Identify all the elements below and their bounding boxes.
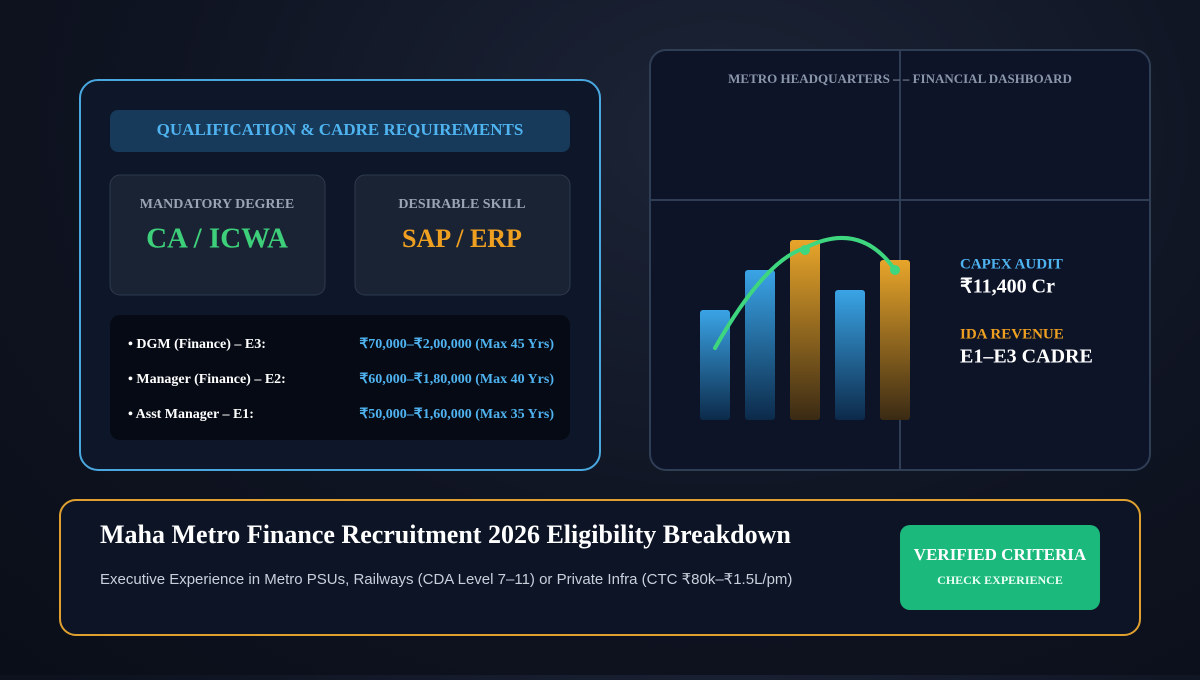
box bbox=[109, 174, 326, 296]
verify-button[interactable]: VERIFIED CRITERIA CHECK EXPERIENCE bbox=[900, 525, 1100, 610]
box bbox=[354, 174, 571, 296]
post-detail: ₹50,000–₹1,60,000 (Max 35 Yrs) bbox=[359, 407, 554, 422]
stat-value: E1–E3 CADRE bbox=[960, 346, 1093, 368]
box-value: CA / ICWA bbox=[146, 223, 288, 255]
curve-dot bbox=[890, 265, 900, 275]
post-detail: ₹60,000–₹1,80,000 (Max 40 Yrs) bbox=[359, 372, 554, 387]
box-label: MANDATORY DEGREE bbox=[140, 197, 294, 212]
stat-label: CAPEX AUDIT bbox=[960, 256, 1063, 272]
box-label: DESIRABLE SKILL bbox=[398, 197, 525, 212]
banner-title: Maha Metro Finance Recruitment 2026 Elig… bbox=[100, 520, 791, 549]
stat-value: ₹11,400 Cr bbox=[960, 276, 1055, 298]
illustration-bar bbox=[835, 290, 865, 420]
illustration-bar bbox=[880, 260, 910, 420]
banner bbox=[59, 499, 1141, 636]
button-subtitle: CHECK EXPERIENCE bbox=[937, 573, 1063, 587]
dashboard-title: METRO HEADQUARTERS – – FINANCIAL DASHBOA… bbox=[728, 71, 1072, 86]
curve-dot bbox=[800, 245, 810, 255]
post-detail: ₹70,000–₹2,00,000 (Max 45 Yrs) bbox=[359, 337, 554, 352]
card-heading: QUALIFICATION & CADRE REQUIREMENTS bbox=[157, 120, 524, 139]
banner-subtitle: Executive Experience in Metro PSUs, Rail… bbox=[100, 571, 792, 588]
post: • DGM (Finance) – E3: bbox=[128, 337, 266, 352]
post: • Asst Manager – E1: bbox=[128, 407, 254, 422]
illustration-bar bbox=[790, 240, 820, 420]
posts-box bbox=[110, 315, 570, 440]
heading-bg bbox=[110, 110, 570, 152]
button-bg bbox=[900, 525, 1100, 610]
button-title: VERIFIED CRITERIA bbox=[914, 545, 1087, 564]
post: • Manager (Finance) – E2: bbox=[128, 372, 286, 387]
stat-label: IDA REVENUE bbox=[960, 326, 1064, 342]
box-value: SAP / ERP bbox=[402, 224, 522, 253]
illustration-bar bbox=[745, 270, 775, 420]
